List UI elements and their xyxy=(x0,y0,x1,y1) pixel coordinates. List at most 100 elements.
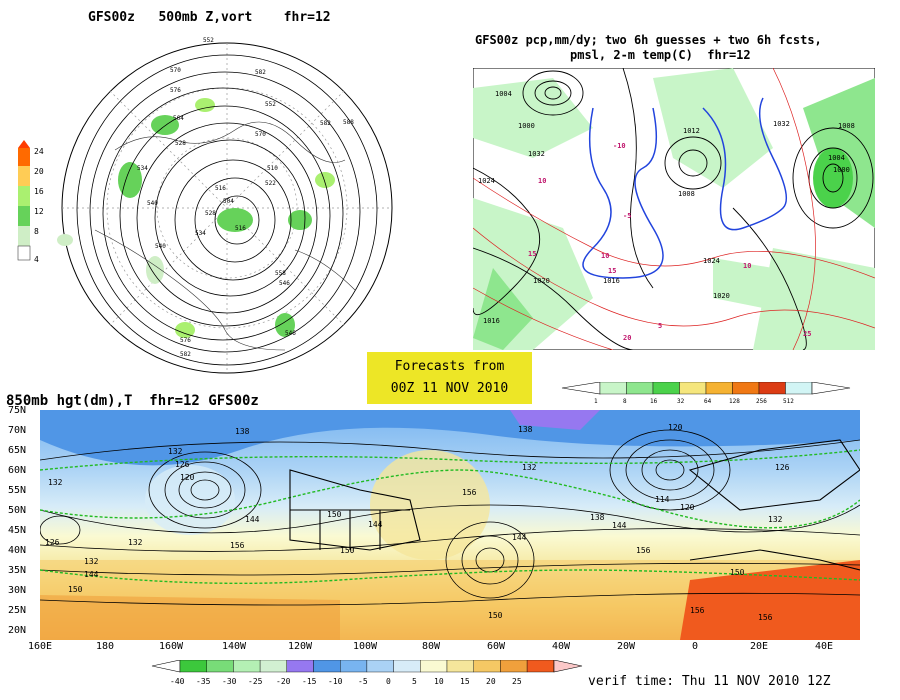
lon-label: 40W xyxy=(552,641,571,652)
height-label: 138 xyxy=(590,513,605,522)
temp-scale-labels: -40 -35 -30 -25 -20 -15 -10 -5 0 5 10 15… xyxy=(170,677,522,686)
scale-arrow-up xyxy=(18,140,30,148)
temp-scale-label: 10 xyxy=(434,677,444,686)
contour-label: 510 xyxy=(267,165,278,172)
freezing-contours xyxy=(582,97,788,279)
height-label: 132 xyxy=(128,538,143,547)
isobar-label: 1008 xyxy=(678,190,695,198)
lat-label: 55N xyxy=(8,485,27,496)
precip-scale-label: 256 xyxy=(756,398,767,405)
precip-scale-label: 8 xyxy=(623,398,627,405)
height-label: 132 xyxy=(168,447,183,456)
longitude-axis: 160E 180 160W 140W 120W 100W 80W 60W 40W… xyxy=(0,640,900,656)
precip-scale-label: 16 xyxy=(650,398,658,405)
precip-scale-label: 128 xyxy=(729,398,740,405)
vorticity-shading xyxy=(57,98,335,338)
contour-label: 564 xyxy=(173,115,184,122)
temp-scale-label: 25 xyxy=(512,677,522,686)
height-label: 156 xyxy=(758,613,773,622)
scale-swatch xyxy=(500,660,528,673)
scale-swatch xyxy=(179,660,207,673)
isobar-label: 1020 xyxy=(533,277,550,285)
temp-scale-label: -10 xyxy=(328,677,343,686)
temp-scale-label: -35 xyxy=(196,677,211,686)
polar-500mb-map: 552 570 576 564 570 582 552 582 528 534 … xyxy=(57,37,393,374)
temp-contours xyxy=(473,68,875,350)
height-label: 144 xyxy=(245,515,260,524)
contour-label: 528 xyxy=(205,210,216,217)
temp-scale-label: -25 xyxy=(248,677,263,686)
panel-850mb-title: 850mb hgt(dm),T fhr=12 GFS00z xyxy=(6,393,259,409)
isobar-label: 1024 xyxy=(703,257,720,265)
contour-label: 504 xyxy=(223,198,234,205)
contour-label: 546 xyxy=(285,330,296,337)
scale-swatch xyxy=(785,382,813,395)
height-label: 150 xyxy=(68,585,83,594)
lat-label: 30N xyxy=(8,585,27,596)
scale-swatch-4 xyxy=(18,226,30,246)
temp-scale-arrow-right xyxy=(553,660,583,673)
isobar-label: 1004 xyxy=(828,154,845,162)
panel-precip-title-line2: pmsl, 2-m temp(C) fhr=12 xyxy=(570,48,751,62)
contour-label: 582 xyxy=(180,351,191,358)
scale-swatch xyxy=(473,660,501,673)
height-label: 150 xyxy=(327,510,342,519)
scale-swatch xyxy=(259,660,287,673)
scale-swatch xyxy=(393,660,421,673)
contour-label: 528 xyxy=(175,140,186,147)
temp-scale-label: 5 xyxy=(412,677,417,686)
contour-label: 576 xyxy=(180,337,191,344)
lat-label: 60N xyxy=(8,465,27,476)
precip-scale-label: 512 xyxy=(783,398,794,405)
scale-swatch xyxy=(286,660,314,673)
height-label: 120 xyxy=(668,423,683,432)
lon-label: 100W xyxy=(353,641,378,652)
contour-label: 582 xyxy=(255,69,266,76)
scale-swatch xyxy=(526,660,555,673)
height-label: 126 xyxy=(775,463,790,472)
height-labels: 132 132 126 120 138 126 132 132 144 150 … xyxy=(45,423,790,622)
height-contours xyxy=(76,54,378,366)
scale-swatch xyxy=(626,382,654,395)
contour-label: 552 xyxy=(265,101,276,108)
scale-swatch xyxy=(313,660,341,673)
temp-label: 15 xyxy=(528,250,536,258)
temp-scale-label: -40 xyxy=(170,677,185,686)
isobar-label: 1000 xyxy=(518,122,535,130)
lon-label: 180 xyxy=(96,641,115,652)
scale-swatch-5 xyxy=(17,245,31,261)
lon-label: 20W xyxy=(617,641,636,652)
forecast-init-line2: 00Z 11 NOV 2010 xyxy=(390,381,509,396)
scale-arrow-right xyxy=(811,382,851,395)
height-label: 126 xyxy=(175,460,190,469)
temp-color-scale: -40 -35 -30 -25 -20 -15 -10 -5 0 5 10 15… xyxy=(151,660,583,686)
scale-swatch xyxy=(652,382,680,395)
lon-label: 160W xyxy=(159,641,184,652)
lon-label: 60W xyxy=(487,641,506,652)
scale-label-0: 24 xyxy=(34,147,44,156)
temp-scale-label: -15 xyxy=(302,677,317,686)
height-label: 144 xyxy=(612,521,627,530)
precip-pmsl-map: 1004 1000 1032 1024 1012 1008 1032 1008 … xyxy=(473,68,875,350)
lat-label: 70N xyxy=(8,425,27,436)
scale-arrow-left xyxy=(561,382,601,395)
height-label: 150 xyxy=(488,611,503,620)
height-label: 156 xyxy=(230,541,245,550)
scale-swatch xyxy=(233,660,261,673)
contour-label: 534 xyxy=(195,230,206,237)
scale-swatch xyxy=(732,382,760,395)
height-contours-850 xyxy=(40,429,860,606)
height-label: 156 xyxy=(462,488,477,497)
panel-500mb-title: GFS00z 500mb Z,vort fhr=12 xyxy=(88,10,331,25)
contour-labels: 552 570 576 564 570 582 552 582 528 534 … xyxy=(137,37,354,358)
lon-label: 80W xyxy=(422,641,441,652)
verif-time: verif time: Thu 11 NOV 2010 12Z xyxy=(588,674,831,689)
scale-swatch xyxy=(420,660,448,673)
height-label: 144 xyxy=(368,520,383,529)
precip-color-scale: 1 8 16 32 64 128 256 512 xyxy=(561,382,851,405)
precip-swatches xyxy=(599,382,813,395)
lat-label: 65N xyxy=(8,445,27,456)
temp-scale-label: 0 xyxy=(386,677,391,686)
contour-label: 546 xyxy=(279,280,290,287)
lat-label: 35N xyxy=(8,565,27,576)
